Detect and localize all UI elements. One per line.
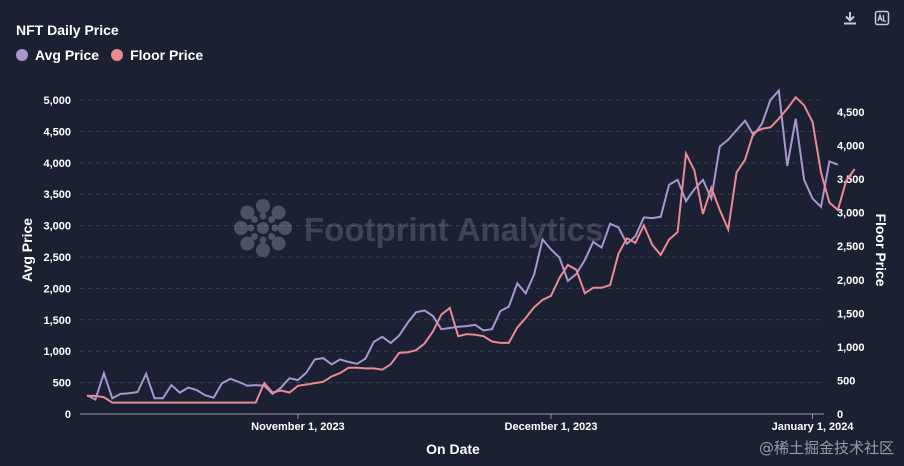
right-axis: 0 500 1,000 1,500 2,000 2,500 3,000 3,500 4,000 4… <box>837 107 865 421</box>
legend-dot-floor-price <box>111 49 124 61</box>
series-line-floor-price <box>87 95 856 404</box>
left-tick-label: 1,500 <box>43 315 71 327</box>
x-axis: November 1, 2023 December 1, 2023 January … <box>251 414 854 433</box>
logo-dot <box>247 224 255 232</box>
left-tick-label: 0 <box>65 409 71 421</box>
logo-dot <box>267 216 275 224</box>
logo-dot <box>271 224 279 232</box>
y-axis-label-left: Avg Price <box>19 218 35 282</box>
right-tick-label: 0 <box>837 409 843 421</box>
logo-petal <box>240 205 255 220</box>
x-tick-label: November 1, 2023 <box>251 421 345 433</box>
legend-dot-avg-price <box>16 49 28 61</box>
logo-petal <box>234 221 248 235</box>
left-tick-label: 3,500 <box>43 189 71 201</box>
left-tick-label: 2,500 <box>43 252 71 264</box>
x-axis-label: On Date <box>426 441 480 457</box>
logo-petal <box>278 221 292 235</box>
y-axis-label-right: Floor Price <box>873 213 889 286</box>
chart-toolbar <box>842 10 890 26</box>
x-tick-label: December 1, 2023 <box>505 421 598 433</box>
logo-petal <box>256 199 270 213</box>
legend-label-avg-price: Avg Price <box>35 47 100 63</box>
right-tick-label: 2,500 <box>837 241 865 253</box>
logo-dot <box>267 232 275 240</box>
right-tick-label: 1,000 <box>837 342 865 354</box>
logo-dot <box>259 212 267 220</box>
logo-dot <box>251 216 259 224</box>
right-tick-label: 3,000 <box>837 208 865 220</box>
logo-petal <box>271 205 286 220</box>
download-icon[interactable] <box>842 10 858 26</box>
grid-lines <box>80 99 824 384</box>
left-axis: 0 500 1,000 1,500 2,000 2,500 3,000 3,500 4,000 4… <box>43 95 71 421</box>
left-tick-label: 3,000 <box>43 221 71 233</box>
sql-icon[interactable] <box>874 10 890 26</box>
legend-label-floor-price: Floor Price <box>130 47 204 63</box>
logo-dot <box>251 232 259 240</box>
left-tick-label: 1,000 <box>43 346 71 358</box>
footprint-logo-icon <box>234 199 292 257</box>
left-tick-label: 5,000 <box>43 95 71 107</box>
left-tick-label: 500 <box>53 378 71 390</box>
legend-item-floor-price[interactable]: Floor Price <box>111 47 203 63</box>
chart-title: NFT Daily Price <box>16 22 119 38</box>
right-tick-label: 3,500 <box>837 174 865 186</box>
right-tick-label: 2,000 <box>837 275 865 287</box>
legend: Avg Price Floor Price <box>16 47 203 63</box>
watermark-text: Footprint Analytics <box>304 211 603 248</box>
right-tick-label: 4,500 <box>837 107 865 119</box>
right-tick-label: 4,000 <box>837 141 865 153</box>
logo-petal <box>256 243 270 257</box>
site-watermark: @稀土掘金技术社区 <box>758 439 894 457</box>
left-tick-label: 2,000 <box>43 283 71 295</box>
logo-dot <box>259 236 267 244</box>
x-tick-label: January 1, 2024 <box>772 421 855 433</box>
right-tick-label: 1,500 <box>837 308 865 320</box>
logo-petal <box>240 236 255 251</box>
legend-item-avg-price[interactable]: Avg Price <box>16 47 99 63</box>
logo-petal <box>271 236 286 251</box>
left-tick-label: 4,500 <box>43 126 71 138</box>
right-tick-label: 500 <box>837 375 855 387</box>
left-tick-label: 4,000 <box>43 158 71 170</box>
